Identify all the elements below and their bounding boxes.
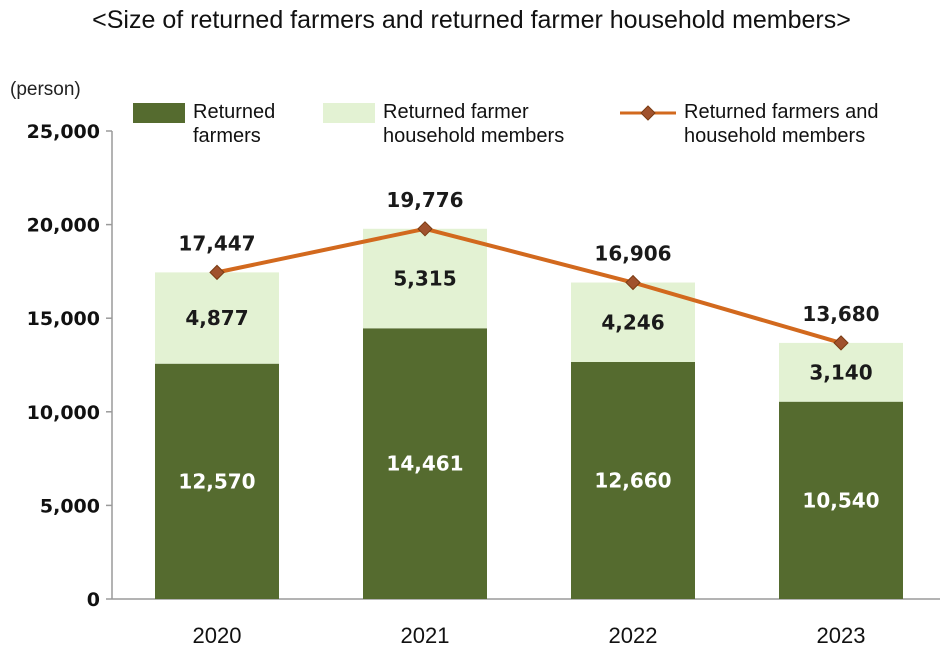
legend-label-line-2: household members: [684, 125, 866, 147]
y-tick-label: 20,000: [27, 215, 100, 237]
x-tick-label: 2020: [193, 623, 242, 648]
bar-returned-farmers: [571, 362, 695, 599]
legend-label-line-2: farmers: [193, 125, 261, 147]
data-label-household-members: 4,877: [185, 306, 248, 330]
x-tick-label: 2021: [401, 623, 450, 648]
data-label-household-members: 3,140: [809, 360, 872, 384]
data-label-returned-farmers: 12,570: [178, 469, 255, 493]
bar-household-members: [363, 228, 487, 329]
data-label-household-members: 5,315: [393, 267, 456, 291]
y-axis-unit-label: (person): [10, 79, 81, 100]
data-label-total: 13,680: [802, 302, 879, 326]
x-tick-label: 2023: [817, 623, 866, 648]
bar-household-members: [155, 272, 279, 364]
legend-label-household-members: Returned farmer household members: [383, 100, 564, 148]
y-tick-label: 0: [87, 589, 100, 611]
legend-label-returned-farmers: Returned farmers: [193, 100, 275, 148]
y-tick-label: 25,000: [27, 121, 100, 143]
total-point-marker: [833, 335, 849, 351]
legend-line-marker-icon: [620, 105, 676, 121]
bar-returned-farmers: [779, 401, 903, 599]
legend-swatch-household-members: [323, 103, 375, 123]
x-tick-label: 2022: [609, 623, 658, 648]
data-label-returned-farmers: 12,660: [594, 469, 671, 493]
bar-returned-farmers: [155, 363, 279, 599]
y-tick-label: 15,000: [27, 308, 100, 330]
y-tick-label: 5,000: [40, 495, 100, 517]
data-label-total: 19,776: [386, 188, 463, 212]
total-line: [216, 226, 842, 345]
total-point-marker: [417, 221, 433, 237]
legend-label-total: Returned farmers and household members: [684, 100, 879, 148]
y-tick-label: 10,000: [27, 402, 100, 424]
legend-label-line-1: Returned: [193, 101, 276, 123]
total-point-marker: [625, 274, 641, 291]
legend-label-line-1: Returned farmers and: [684, 101, 879, 123]
data-label-returned-farmers: 10,540: [802, 488, 879, 512]
legend-swatch-returned-farmers: [133, 103, 185, 123]
legend-label-line-2: household members: [383, 125, 565, 147]
legend-label-line-1: Returned farmer: [383, 101, 529, 123]
data-label-household-members: 4,246: [601, 310, 664, 334]
chart-title: <Size of returned farmers and returned f…: [92, 6, 851, 34]
total-point-marker: [209, 264, 225, 281]
bar-returned-farmers: [363, 328, 487, 599]
data-label-total: 16,906: [594, 242, 671, 266]
data-label-total: 17,447: [178, 231, 255, 255]
data-label-returned-farmers: 14,461: [386, 452, 463, 476]
bar-household-members: [779, 342, 903, 402]
